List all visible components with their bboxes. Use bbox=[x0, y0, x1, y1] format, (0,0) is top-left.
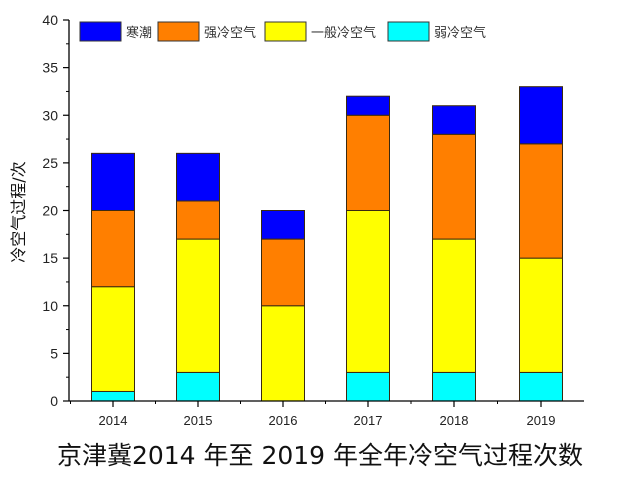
bar-2018 bbox=[432, 105, 476, 402]
bar-2014 bbox=[91, 152, 135, 402]
x-tick-label: 2017 bbox=[354, 413, 383, 428]
legend-swatch bbox=[157, 21, 200, 42]
y-tick-label: 15 bbox=[42, 250, 58, 266]
y-tick-label: 5 bbox=[50, 345, 58, 361]
bar-segment bbox=[346, 371, 390, 402]
legend-label: 寒潮 bbox=[126, 25, 152, 41]
bar-segment bbox=[432, 238, 476, 373]
bars bbox=[91, 86, 563, 402]
chart-caption: 京津冀2014 年至 2019 年全年冷空气过程次数 bbox=[56, 441, 584, 470]
bar-segment bbox=[91, 210, 135, 288]
bar-segment bbox=[432, 105, 476, 135]
legend-swatch bbox=[264, 21, 307, 42]
bar-segment bbox=[261, 238, 305, 307]
bar-2015 bbox=[176, 152, 220, 402]
bar-segment bbox=[346, 95, 390, 116]
bar-segment bbox=[519, 86, 563, 145]
y-tick-label: 0 bbox=[50, 393, 58, 409]
y-tick-label: 40 bbox=[42, 12, 58, 28]
x-tick-label: 2018 bbox=[440, 413, 469, 428]
y-tick-label: 35 bbox=[42, 60, 58, 76]
x-tick-label: 2015 bbox=[184, 413, 213, 428]
bar-segment bbox=[91, 286, 135, 392]
bar-segment bbox=[519, 257, 563, 373]
x-tick-label: 2014 bbox=[99, 413, 128, 428]
bar-segment bbox=[519, 371, 563, 402]
legend-label: 强冷空气 bbox=[204, 25, 256, 41]
bar-2019 bbox=[519, 86, 563, 402]
bar-2017 bbox=[346, 95, 390, 402]
bar-segment bbox=[176, 200, 220, 240]
y-axis-label: 冷空气过程/次 bbox=[9, 161, 28, 262]
x-tick-label: 2016 bbox=[269, 413, 298, 428]
bar-segment bbox=[519, 143, 563, 259]
bar-segment bbox=[176, 371, 220, 402]
bar-segment bbox=[261, 210, 305, 240]
bar-segment bbox=[261, 305, 305, 402]
y-tick-label: 20 bbox=[42, 203, 58, 219]
x-tick-label: 2019 bbox=[527, 413, 556, 428]
bar-segment bbox=[91, 390, 135, 402]
bar-segment bbox=[346, 114, 390, 211]
bar-segment bbox=[432, 371, 476, 402]
bar-segment bbox=[432, 133, 476, 240]
y-tick-label: 30 bbox=[42, 107, 58, 123]
y-tick-label: 10 bbox=[42, 298, 58, 314]
legend-swatch bbox=[387, 21, 430, 42]
legend-label: 一般冷空气 bbox=[311, 25, 376, 41]
y-tick-label: 25 bbox=[42, 155, 58, 171]
legend-swatch bbox=[79, 21, 122, 42]
bar-segment bbox=[91, 152, 135, 212]
legend: 寒潮 强冷空气 一般冷空气 弱冷空气 bbox=[79, 21, 486, 42]
bar-segment bbox=[176, 152, 220, 202]
bar-segment bbox=[176, 238, 220, 373]
legend-label: 弱冷空气 bbox=[434, 25, 486, 41]
bar-2016 bbox=[261, 210, 305, 402]
bar-segment bbox=[346, 210, 390, 373]
